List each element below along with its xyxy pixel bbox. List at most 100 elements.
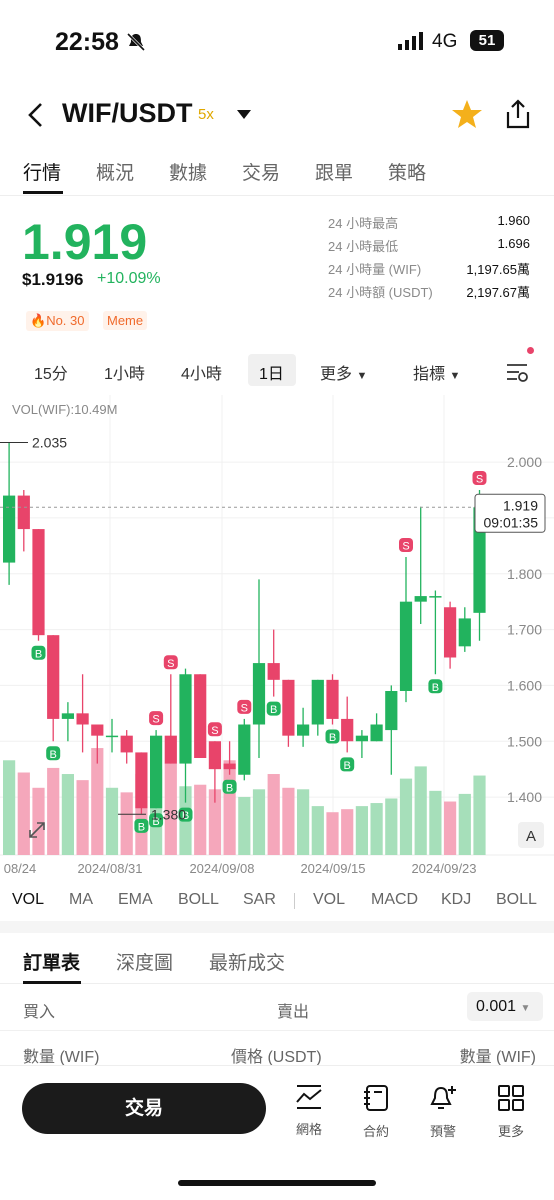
timeframe-bar: 15分 1小時 4小時 1日 更多 ▼ 指標 ▼: [0, 347, 554, 394]
back-icon[interactable]: [26, 102, 46, 128]
buy-marker-label: B: [182, 810, 189, 822]
candle-body: [458, 618, 471, 647]
buy-marker-label: B: [329, 732, 336, 744]
timeframe-1h[interactable]: 1小時: [104, 366, 145, 383]
buy-marker: [340, 757, 355, 772]
star-icon[interactable]: [451, 98, 483, 130]
candle-body: [414, 596, 427, 602]
tab-depth[interactable]: 深度圖: [116, 953, 174, 974]
order-book: 買入 賣出 0.001 ▼ 數量 (WIF) 價格 (USDT) 數量 (WIF…: [0, 986, 554, 1076]
notification-dot: [527, 347, 534, 354]
last-price-box: [474, 493, 546, 533]
fire-icon: 🔥: [30, 313, 47, 328]
alert-button[interactable]: 預警: [418, 1084, 468, 1140]
buy-marker-label: B: [35, 648, 42, 660]
tab-data[interactable]: 數據: [169, 163, 208, 184]
candle-body: [164, 735, 177, 764]
y-tick-label: 1.400: [507, 789, 542, 805]
candlestick-chart[interactable]: 2.0001.9001.8001.7001.6001.5001.40008/24…: [0, 395, 554, 880]
sell-marker: [237, 699, 252, 714]
indicator-vol-sub[interactable]: VOL: [313, 891, 346, 908]
sell-marker-label: S: [402, 541, 409, 553]
tab-strategy[interactable]: 策略: [388, 163, 427, 184]
timeframe-more[interactable]: 更多 ▼: [320, 360, 367, 384]
dropdown-icon[interactable]: [236, 108, 252, 120]
volume-bar: [252, 789, 266, 855]
indicator-sar[interactable]: SAR: [243, 891, 276, 908]
contract-button[interactable]: 合約: [351, 1084, 401, 1140]
stat-value: 1.696: [497, 236, 530, 251]
share-icon[interactable]: [504, 98, 532, 130]
more-button[interactable]: 更多: [486, 1084, 536, 1140]
price-chart[interactable]: 2.0001.9001.8001.7001.6001.5001.40008/24…: [0, 395, 554, 880]
timeframe-1d[interactable]: 1日: [259, 366, 284, 383]
buy-label: 買入: [23, 1004, 56, 1021]
candle-body: [179, 674, 192, 764]
sell-marker: [399, 538, 413, 552]
indicator-kdj[interactable]: KDJ: [441, 891, 472, 908]
volume-bar: [17, 772, 30, 855]
signal-icon: [398, 32, 423, 50]
candle-body: [326, 679, 339, 719]
qty-buy-header: 數量 (WIF): [23, 1049, 100, 1066]
last-price-label: 1.919: [503, 497, 538, 513]
indicators-menu[interactable]: 指標 ▼: [413, 360, 460, 384]
indicator-boll[interactable]: BOLL: [178, 891, 219, 908]
price-change: +10.09%: [97, 270, 161, 287]
volume-bar: [91, 748, 104, 855]
buy-marker: [46, 746, 61, 761]
precision-select[interactable]: 0.001 ▼: [467, 992, 543, 1021]
auto-scale-button: [518, 822, 544, 848]
candle-body: [282, 679, 295, 736]
volume-bar: [473, 775, 486, 855]
chart-settings-icon[interactable]: [505, 360, 529, 384]
indicator-vol[interactable]: VOL: [12, 891, 45, 908]
trade-button[interactable]: 交易: [22, 1083, 266, 1134]
buy-marker-label: B: [152, 816, 159, 828]
candle-body: [473, 507, 486, 613]
leverage-badge: 5x: [198, 106, 214, 123]
sell-marker-label: S: [211, 725, 218, 737]
pair-title[interactable]: WIF/USDT: [62, 98, 193, 128]
grid-button[interactable]: 網格: [284, 1084, 334, 1138]
y-tick-label: 1.600: [507, 677, 542, 693]
volume-bar: [341, 809, 354, 855]
volume-bar: [164, 763, 177, 855]
tab-overview[interactable]: 概況: [96, 163, 135, 184]
x-tick-label: 2024/09/08: [189, 861, 254, 876]
buy-marker: [134, 818, 149, 833]
x-tick-label: 2024/08/31: [77, 861, 142, 876]
stat-value: 2,197.67萬: [466, 285, 530, 300]
home-indicator: [178, 1180, 376, 1186]
x-tick-label: 2024/09/15: [300, 861, 365, 876]
tab-trade[interactable]: 交易: [242, 163, 281, 184]
tab-market[interactable]: 行情: [23, 163, 62, 184]
tab-underline: [23, 191, 63, 194]
indicator-ma[interactable]: MA: [69, 891, 93, 908]
precision-value: 0.001: [476, 998, 517, 1015]
tab-latest-trades[interactable]: 最新成交: [209, 953, 286, 974]
alert-label: 預警: [429, 1124, 456, 1139]
timeframe-15m[interactable]: 15分: [34, 366, 68, 383]
network-type: 4G: [432, 31, 458, 52]
buy-marker-label: B: [270, 704, 277, 716]
sell-marker: [207, 722, 222, 737]
tab-copy[interactable]: 跟單: [315, 163, 354, 184]
y-tick-label: 1.500: [507, 733, 542, 749]
rank-badge[interactable]: 🔥No. 30: [26, 311, 89, 331]
indicator-macd[interactable]: MACD: [371, 891, 419, 908]
indicator-ema[interactable]: EMA: [118, 891, 153, 908]
contract-label: 合約: [362, 1124, 389, 1139]
usd-price: $1.9196: [22, 270, 84, 289]
fullscreen-icon: [29, 822, 45, 838]
buy-marker-label: B: [432, 682, 439, 694]
volume-bar: [208, 789, 221, 855]
candle-body: [370, 724, 383, 742]
tab-order-book[interactable]: 訂單表: [23, 953, 81, 974]
candle-body: [61, 713, 74, 719]
low-marker-label: 1.380: [151, 806, 186, 822]
volume-bar: [326, 812, 339, 855]
timeframe-4h[interactable]: 4小時: [181, 366, 222, 383]
indicator-boll-sub[interactable]: BOLL: [496, 891, 537, 908]
meme-badge[interactable]: Meme: [103, 311, 148, 330]
